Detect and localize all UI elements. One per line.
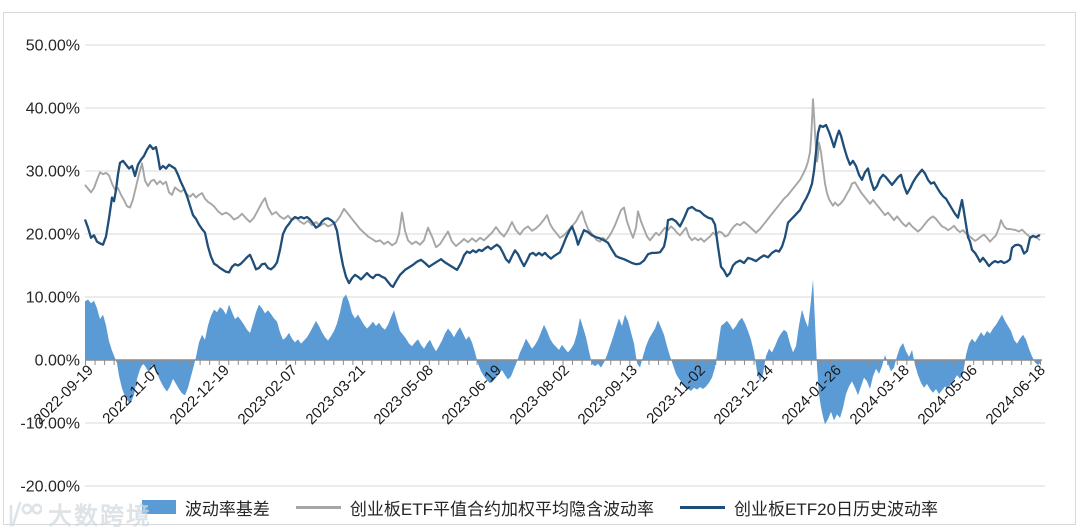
watermark: 大数跨境 bbox=[6, 496, 152, 531]
x-tick-label: 2024-06-18 bbox=[983, 362, 1049, 428]
y-tick-label: 0.00% bbox=[35, 353, 80, 370]
historical-line-swatch-icon bbox=[680, 505, 726, 509]
legend-item-implied: 创业板ETF平值合约加权平均隐含波动率 bbox=[295, 495, 655, 520]
historical-vol-line-series bbox=[83, 123, 1041, 289]
basis-area-series bbox=[85, 279, 1040, 425]
y-tick-label: 10.00% bbox=[26, 290, 80, 307]
x-tick-label: 2023-08-02 bbox=[507, 362, 573, 428]
legend-item-basis: 波动率基差 bbox=[141, 495, 270, 520]
y-tick-label: -10.00% bbox=[20, 416, 80, 433]
chart-border bbox=[3, 12, 1076, 525]
implied-vol-line-series bbox=[84, 98, 1041, 249]
watermark-text: 大数跨境 bbox=[48, 503, 152, 530]
legend-label-basis: 波动率基差 bbox=[184, 499, 270, 519]
chart-legend: 波动率基差 创业板ETF平值合约加权平均隐含波动率 创业板ETF20日历史波动率 bbox=[0, 492, 1080, 522]
x-tick-label: 2023-05-08 bbox=[371, 362, 437, 428]
y-tick-label: 40.00% bbox=[26, 101, 80, 118]
x-tick-label: 2023-12-14 bbox=[711, 362, 777, 428]
y-tick-label: 30.00% bbox=[26, 164, 80, 181]
y-tick-label: 50.00% bbox=[26, 38, 80, 55]
watermark-logo-icon bbox=[9, 501, 42, 526]
x-tick-label: 2023-02-07 bbox=[235, 362, 301, 428]
legend-item-historical: 创业板ETF20日历史波动率 bbox=[680, 495, 938, 520]
x-tick-label: 2023-03-21 bbox=[303, 362, 369, 428]
y-tick-label: -20.00% bbox=[20, 479, 80, 496]
legend-label-historical: 创业板ETF20日历史波动率 bbox=[734, 499, 939, 519]
basis-area-swatch-icon bbox=[141, 500, 176, 514]
implied-line-swatch-icon bbox=[295, 505, 341, 509]
y-tick-label: 20.00% bbox=[26, 227, 80, 244]
x-tick-label: 2023-06-19 bbox=[439, 362, 505, 428]
legend-label-implied: 创业板ETF平值合约加权平均隐含波动率 bbox=[349, 499, 655, 519]
x-tick-label: 2023-09-13 bbox=[575, 362, 641, 428]
